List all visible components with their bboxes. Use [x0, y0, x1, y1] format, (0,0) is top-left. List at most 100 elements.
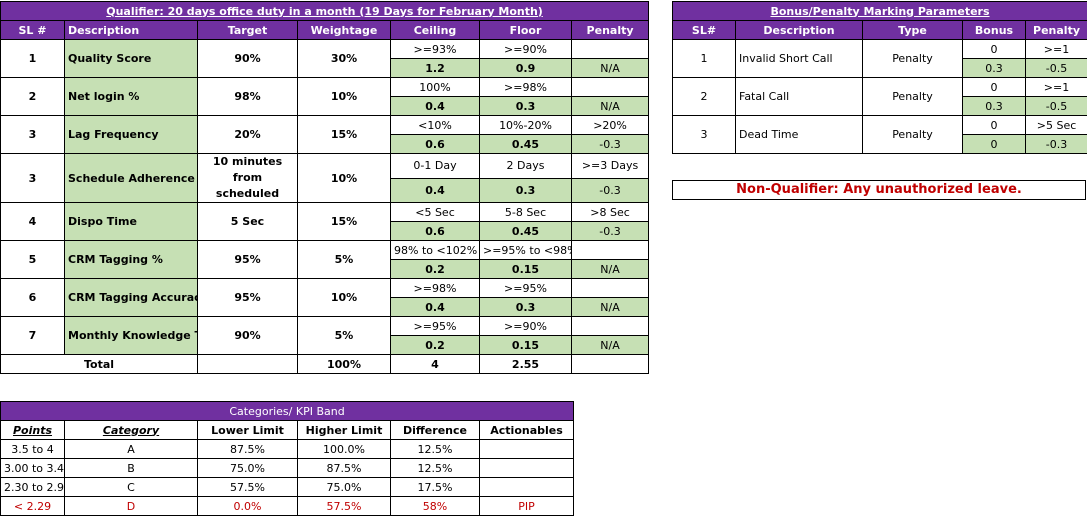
non-qualifier-note: Non-Qualifier: Any unauthorized leave.	[672, 180, 1086, 200]
kpi-row-condition: 2 Net login % 98% 10% 100% >=98%	[0, 77, 650, 116]
category-difference: 17.5%	[390, 477, 480, 497]
bonus-type: Penalty	[862, 115, 963, 154]
total-label: Total	[0, 354, 198, 374]
bonus-table-title: Bonus/Penalty Marking Parameters	[671, 1, 1087, 21]
kpi-floor-condition: >=90%	[479, 39, 572, 59]
category-lower-limit: 87.5%	[197, 439, 298, 459]
kpi-penalty-condition: >8 Sec	[570, 202, 650, 222]
kpi-row-condition: 1 Quality Score 90% 30% >=93% >=90%	[0, 39, 650, 78]
kpi-row-condition: 6 CRM Tagging Accuracy 95% 10% >=98% >=95%	[0, 278, 650, 317]
header-penalty: Penalty	[570, 20, 650, 40]
bonus-row-condition: 1 Invalid Short Call Penalty 0 >=1	[672, 39, 1087, 78]
kpi-ceiling-condition: 100%	[390, 77, 480, 97]
category-higher-limit: 87.5%	[297, 458, 391, 478]
category-lower-limit: 57.5%	[197, 477, 298, 497]
kpi-row-value: 0.2 0.15 N/A	[1, 259, 650, 279]
total-target	[197, 354, 298, 374]
kpi-penalty-condition	[570, 39, 650, 59]
bonus-condition: 0	[962, 39, 1026, 59]
category-points: < 2.29	[0, 496, 65, 516]
bonus-header-type: Type	[862, 20, 963, 40]
kpi-floor-value: 0.3	[479, 96, 572, 116]
kpi-description: Monthly Knowledge Test	[64, 316, 198, 355]
kpi-ceiling-value: 0.6	[390, 134, 480, 154]
category-name: A	[64, 439, 198, 459]
kpi-penalty-value: N/A	[570, 58, 650, 78]
penalty-condition: >=1	[1024, 39, 1087, 59]
category-name: D	[64, 496, 198, 516]
header-floor: Floor	[479, 20, 572, 40]
category-row: 3.00 to 3.49 B 75.0% 87.5% 12.5%	[0, 458, 575, 478]
kpi-penalty-condition	[570, 278, 650, 298]
category-lower-limit: 75.0%	[197, 458, 298, 478]
kpi-header-row: SL # Description Target Weightage Ceilin…	[0, 20, 650, 40]
cat-header-actionables: Actionables	[478, 420, 575, 440]
category-name: B	[64, 458, 198, 478]
kpi-row-condition: 5 CRM Tagging % 95% 5% 98% to <102% >=95% to …	[0, 240, 650, 279]
category-points: 3.5 to 4	[0, 439, 65, 459]
kpi-sl: 4	[0, 202, 65, 241]
kpi-target: 20%	[197, 115, 298, 154]
kpi-floor-value: 0.15	[479, 335, 572, 355]
categories-table: Categories/ KPI Band Points Category Low…	[0, 401, 575, 516]
kpi-description: CRM Tagging Accuracy	[64, 278, 198, 317]
kpi-target: 95%	[197, 240, 298, 279]
kpi-row-value: 1.2 0.9 N/A	[1, 58, 650, 78]
kpi-floor-value: 0.3	[479, 177, 572, 203]
category-actionables	[478, 477, 575, 497]
category-higher-limit: 100.0%	[297, 439, 391, 459]
kpi-sl: 7	[0, 316, 65, 355]
kpi-ceiling-condition: >=98%	[390, 278, 480, 298]
kpi-ceiling-value: 0.6	[390, 221, 480, 241]
penalty-value: -0.3	[1024, 134, 1087, 154]
category-row: 3.5 to 4 A 87.5% 100.0% 12.5%	[0, 439, 575, 459]
kpi-penalty-value: N/A	[570, 297, 650, 317]
kpi-target: 98%	[197, 77, 298, 116]
cat-header-higher: Higher Limit	[297, 420, 391, 440]
header-weightage: Weightage	[297, 20, 391, 40]
total-floor: 2.55	[479, 354, 572, 374]
kpi-floor-condition: 5-8 Sec	[479, 202, 572, 222]
bonus-header-penalty: Penalty	[1024, 20, 1087, 40]
bonus-description: Invalid Short Call	[735, 39, 863, 78]
kpi-floor-value: 0.9	[479, 58, 572, 78]
bonus-sl: 1	[672, 39, 736, 78]
penalty-value: -0.5	[1024, 96, 1087, 116]
kpi-weightage: 15%	[297, 115, 391, 154]
kpi-ceiling-value: 0.4	[390, 177, 480, 203]
kpi-penalty-value: -0.3	[570, 221, 650, 241]
kpi-ceiling-condition: 98% to <102%	[390, 240, 480, 260]
kpi-floor-value: 0.45	[479, 134, 572, 154]
category-name: C	[64, 477, 198, 497]
bonus-penalty-table: Bonus/Penalty Marking Parameters SL# Des…	[671, 1, 1087, 154]
kpi-weightage: 10%	[297, 153, 391, 203]
kpi-sl: 3	[0, 153, 65, 203]
kpi-target: 95%	[197, 278, 298, 317]
category-actionables	[478, 439, 575, 459]
kpi-row-condition: 3 Schedule Adherence 10 minutes from sched…	[0, 153, 650, 203]
bonus-value: 0	[962, 134, 1026, 154]
category-points: 3.00 to 3.49	[0, 458, 65, 478]
category-actionables	[478, 458, 575, 478]
kpi-row-condition: 4 Dispo Time 5 Sec 15% <5 Sec 5-8 Sec >8 Sec	[0, 202, 650, 241]
kpi-ceiling-condition: <5 Sec	[390, 202, 480, 222]
kpi-ceiling-value: 0.4	[390, 96, 480, 116]
kpi-ceiling-value: 0.4	[390, 297, 480, 317]
kpi-weightage: 15%	[297, 202, 391, 241]
kpi-row-value: 0.4 0.3 -0.3	[1, 177, 650, 203]
kpi-floor-condition: >=95% to <98%	[479, 240, 572, 260]
total-ceiling: 4	[390, 354, 480, 374]
bonus-sl: 3	[672, 115, 736, 154]
category-row: 2.30 to 2.99 C 57.5% 75.0% 17.5%	[0, 477, 575, 497]
kpi-table-title: Qualifier: 20 days office duty in a mont…	[0, 1, 650, 21]
kpi-penalty-value: N/A	[570, 96, 650, 116]
bonus-header-row: SL# Description Type Bonus Penalty	[672, 20, 1087, 40]
kpi-weightage: 30%	[297, 39, 391, 78]
total-weightage: 100%	[297, 354, 391, 374]
bonus-type: Penalty	[862, 77, 963, 116]
cat-header-points: Points	[0, 420, 65, 440]
kpi-target: 5 Sec	[197, 202, 298, 241]
category-difference: 12.5%	[390, 458, 480, 478]
bonus-condition: 0	[962, 77, 1026, 97]
